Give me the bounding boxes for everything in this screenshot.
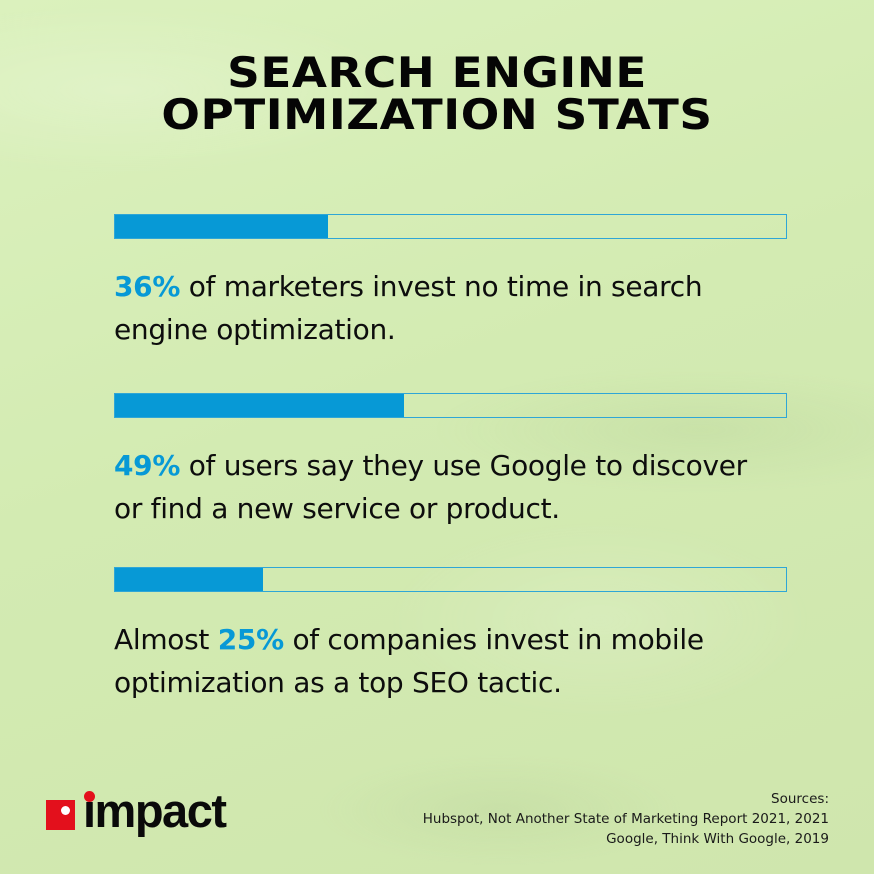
- progress-bar-fill-3: [115, 568, 263, 591]
- stat-line2-2: or find a new service or product.: [114, 492, 560, 525]
- logo-wordmark: impact: [83, 784, 227, 837]
- progress-bar-fill-2: [115, 394, 405, 417]
- stat-line1-rest-3: of companies invest in mobile: [283, 623, 704, 656]
- logo-white-dot-icon: [61, 806, 70, 815]
- progress-bar-fill-1: [115, 215, 328, 238]
- stat-block-2: 49% of users say they use Google to disc…: [114, 393, 814, 530]
- stat-text-3: Almost 25% of companies invest in mobile…: [114, 618, 814, 704]
- title-line-2: OPTIMIZATION STATS: [161, 90, 713, 139]
- stat-highlight-1: 36%: [114, 270, 181, 303]
- source-item-2: Google, Think With Google, 2019: [606, 831, 829, 847]
- progress-bar-1: [114, 214, 787, 239]
- stat-line1-rest-2: of users say they use Google to discover: [180, 449, 747, 482]
- progress-bar-3: [114, 567, 787, 592]
- logo-red-square-icon: [46, 800, 75, 830]
- progress-bar-2: [114, 393, 787, 418]
- title-line-1: SEARCH ENGINE: [227, 48, 647, 97]
- source-item-1: Hubspot, Not Another State of Marketing …: [422, 811, 829, 827]
- stat-block-1: 36% of marketers invest no time in searc…: [114, 214, 814, 351]
- stat-prefix-3: Almost: [114, 623, 218, 656]
- logo-red-dot-icon: [84, 791, 95, 802]
- stat-block-3: Almost 25% of companies invest in mobile…: [114, 567, 814, 704]
- stat-text-2: 49% of users say they use Google to disc…: [114, 444, 814, 530]
- stat-highlight-3: 25%: [217, 623, 284, 656]
- stat-line2-3: optimization as a top SEO tactic.: [114, 666, 562, 699]
- stat-text-1: 36% of marketers invest no time in searc…: [114, 265, 814, 351]
- sources-heading: Sources:: [771, 791, 829, 807]
- stat-line1-rest-1: of marketers invest no time in search: [180, 270, 703, 303]
- sources: Sources: Hubspot, Not Another State of M…: [423, 789, 829, 849]
- stat-line2-1: engine optimization.: [114, 313, 396, 346]
- page-title: SEARCH ENGINE OPTIMIZATION STATS: [0, 52, 874, 136]
- stat-highlight-2: 49%: [114, 449, 181, 482]
- impact-logo: impact: [46, 784, 266, 838]
